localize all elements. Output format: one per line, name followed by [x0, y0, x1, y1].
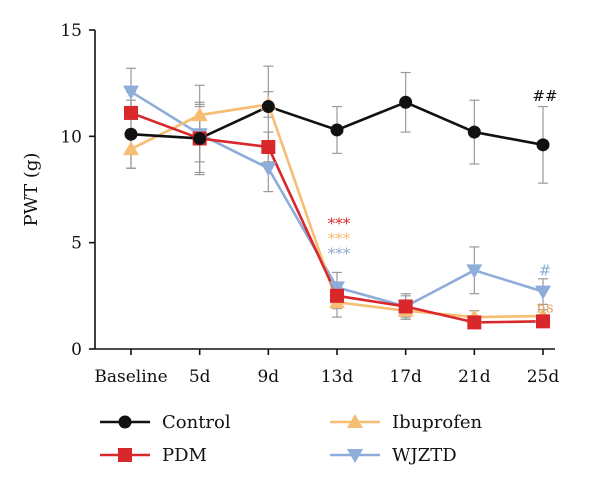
legend-item-control: Control	[100, 412, 231, 433]
legend-label-pdm: PDM	[162, 445, 207, 466]
legend-item-pdm: PDM	[100, 445, 207, 466]
legend-label-wjztd: WJZTD	[392, 445, 457, 466]
x-tick-label-5d: 5d	[189, 367, 211, 387]
legend-label-control: Control	[162, 412, 231, 433]
x-tick-label-17d: 17d	[389, 367, 422, 387]
legend-item-ibuprofen: Ibuprofen	[330, 412, 483, 433]
series-markers	[123, 85, 551, 330]
control-point-9d	[261, 100, 275, 114]
annotation-2: ***	[328, 229, 351, 247]
y-axis-title: PWT (g)	[21, 153, 42, 227]
pdm-point-13d	[330, 288, 344, 303]
y-tick-label-10: 10	[60, 127, 82, 147]
annotation-1: ***	[328, 215, 351, 233]
wjztd-point-baseline	[123, 85, 139, 100]
control-point-5d	[193, 131, 207, 145]
significance-annotations: ##*********#ns	[328, 87, 558, 317]
x-tick-label-13d: 13d	[321, 367, 354, 387]
x-tick-label-baseline: Baseline	[94, 367, 167, 387]
pdm-point-21d	[467, 315, 482, 330]
legend: Control PDM Ibuprofen WJZTD	[100, 412, 483, 466]
ibuprofen-point-baseline	[123, 141, 139, 156]
pdm-point-baseline	[124, 105, 138, 120]
y-tick-label-5: 5	[71, 234, 82, 254]
legend-label-ibuprofen: Ibuprofen	[392, 412, 483, 433]
control-point-13d	[330, 123, 344, 137]
y-tick-label-15: 15	[60, 21, 82, 41]
x-tick-label-21d: 21d	[458, 367, 491, 387]
control-point-25d	[536, 138, 550, 152]
control-point-17d	[399, 95, 413, 109]
ibuprofen-point-5d	[191, 107, 208, 122]
pdm-point-9d	[261, 139, 276, 154]
pdm-point-17d	[398, 299, 413, 314]
x-tick-label-9d: 9d	[257, 367, 279, 387]
y-tick-label-0: 0	[71, 340, 82, 360]
annotation-5: ns	[536, 299, 553, 317]
wjztd-point-21d	[466, 264, 483, 279]
pdm-point-25d	[536, 314, 550, 329]
wjztd-point-9d	[260, 162, 277, 177]
control-point-21d	[467, 125, 481, 139]
wjztd-point-13d	[329, 281, 345, 296]
axes: 0 5 10 15 Baseline 5d 9d 13d 17d 21d 25d PWT (g)	[21, 21, 559, 387]
annotation-4: #	[539, 261, 552, 279]
legend-marker-ibuprofen	[347, 414, 363, 428]
annotation-3: ***	[328, 244, 351, 262]
legend-marker-pdm	[118, 448, 132, 462]
control-point-baseline	[124, 127, 138, 141]
legend-marker-control	[118, 415, 132, 429]
annotation-0: ##	[532, 87, 557, 105]
legend-marker-wjztd	[347, 449, 363, 463]
legend-item-wjztd: WJZTD	[330, 445, 457, 466]
x-tick-label-25d: 25d	[527, 367, 560, 387]
wjztd-point-25d	[535, 285, 551, 300]
